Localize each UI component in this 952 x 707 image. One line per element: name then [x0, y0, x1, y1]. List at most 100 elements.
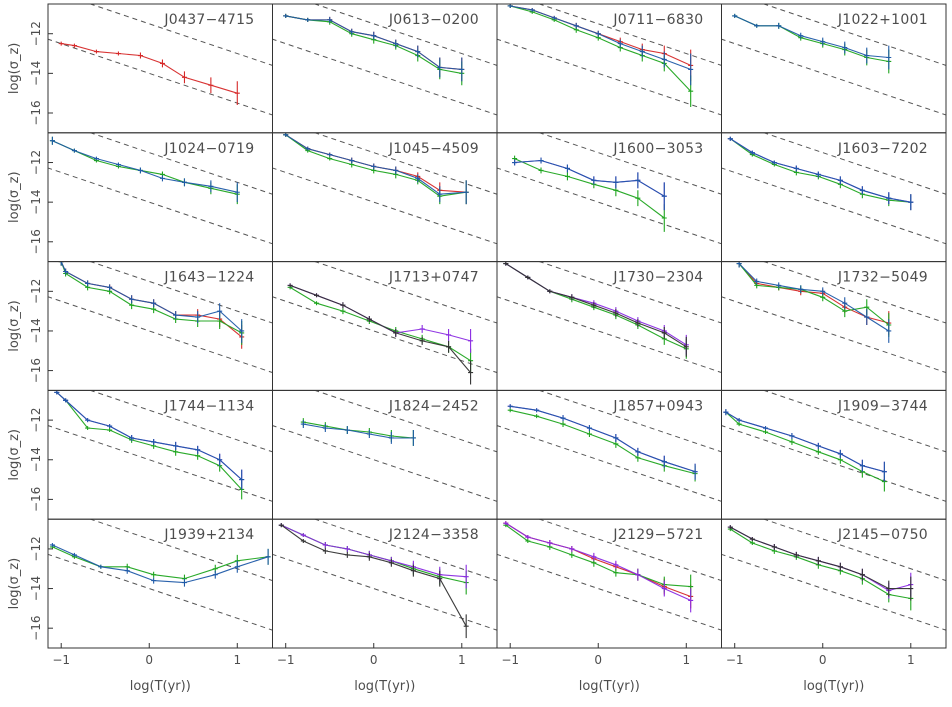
- panel-plot-area: [497, 132, 722, 245]
- panel-title: J2145−0750: [837, 527, 928, 543]
- reference-line-1: [88, 519, 273, 582]
- reference-line-1: [537, 519, 722, 582]
- x-axis-label: log(T(yr)): [803, 679, 864, 694]
- panel-plot-area: [497, 261, 722, 374]
- reference-line-1: [762, 261, 946, 324]
- series-line-green: [289, 286, 471, 362]
- series-line-blue: [725, 411, 885, 473]
- x-tick-label: 0: [819, 653, 827, 667]
- reference-line-2: [272, 38, 497, 116]
- panel-title: J1732−5049: [837, 270, 928, 286]
- reference-line-2: [721, 167, 946, 245]
- reference-line-1: [313, 519, 497, 582]
- panel-title: J0613−0200: [388, 12, 479, 28]
- x-tick-label: 1: [458, 653, 466, 667]
- y-tick-label: −12: [29, 150, 43, 175]
- panel-J1744−1134: J1744−1134 −12 −14 −16 log(σ_z): [7, 389, 273, 520]
- x-tick-label: 1: [233, 653, 241, 667]
- y-tick-label: −14: [29, 189, 43, 214]
- reference-line-2: [721, 38, 946, 116]
- series-line-blue: [56, 391, 243, 481]
- x-tick-label: −1: [501, 653, 519, 667]
- reference-line-2: [497, 38, 722, 116]
- x-axis-label: log(T(yr)): [130, 679, 191, 694]
- reference-line-1: [313, 4, 497, 66]
- y-tick-label: −14: [29, 318, 43, 343]
- panel-J1713+0747: J1713+0747: [272, 261, 498, 391]
- reference-line-1: [762, 4, 946, 66]
- panel-J1603−7202: J1603−7202: [721, 132, 947, 263]
- series-line-green: [303, 421, 414, 439]
- reference-line-1: [537, 4, 722, 66]
- reference-line-1: [537, 261, 722, 324]
- panel-J0613−0200: J0613−0200: [272, 3, 498, 134]
- panel-J1909−3744: J1909−3744: [721, 389, 947, 520]
- reference-line-1: [537, 390, 722, 453]
- panel-title: J0711−6830: [612, 12, 703, 28]
- reference-line-2: [497, 553, 722, 631]
- panel-title: J1603−7202: [837, 141, 928, 157]
- series-line-blue: [60, 261, 243, 332]
- y-tick-label: −12: [29, 21, 43, 46]
- panel-plot-area: [721, 261, 946, 374]
- panel-plot-area: [721, 390, 946, 502]
- panel-plot-area: [48, 4, 273, 116]
- series-line-red: [738, 263, 889, 324]
- y-tick-label: −16: [29, 358, 43, 383]
- panel-J1857+0943: J1857+0943: [496, 389, 722, 520]
- reference-line-2: [272, 553, 497, 631]
- reference-line-2: [48, 167, 273, 245]
- y-tick-label: −12: [29, 279, 43, 304]
- series-line-blue: [734, 15, 889, 59]
- reference-line-2: [272, 425, 497, 502]
- panel-J1600−3053: J1600−3053: [496, 132, 722, 263]
- series-line-blue: [510, 405, 696, 473]
- x-axis-label: log(T(yr)): [579, 679, 640, 694]
- y-tick-label: −14: [29, 447, 43, 472]
- panel-title: J0437−4715: [163, 12, 254, 28]
- panel-J2124−3358: J2124−3358 −1 0 1 log(T(yr)): [272, 518, 498, 694]
- series-line-green: [56, 391, 243, 490]
- panel-J2145−0750: J2145−0750 −1 0 1 log(T(yr)): [721, 518, 947, 694]
- y-axis-label: log(σ_z): [7, 300, 22, 352]
- panel-plot-area: [48, 519, 273, 631]
- x-tick-label: 0: [145, 653, 153, 667]
- panel-title: J1857+0943: [612, 398, 703, 414]
- panel-title: J2129−5721: [612, 527, 703, 543]
- series-line-blue: [52, 544, 269, 584]
- y-tick-label: −12: [29, 407, 43, 432]
- reference-line-1: [313, 261, 497, 324]
- x-tick-label: −1: [726, 653, 744, 667]
- panel-J1045−4509: J1045−4509: [272, 132, 498, 263]
- y-tick-label: −16: [29, 100, 43, 125]
- reference-line-1: [88, 132, 273, 195]
- reference-line-1: [88, 261, 273, 324]
- panel-J0437−4715: J0437−4715 −12 −14 −16 log(σ_z): [7, 3, 273, 134]
- panel-J1022+1001: J1022+1001: [721, 3, 947, 134]
- series-line-blue: [514, 159, 665, 197]
- series-line-purple: [289, 284, 471, 342]
- panel-plot-area: [272, 519, 497, 639]
- reference-line-1: [537, 132, 722, 195]
- y-tick-label: −14: [29, 576, 43, 601]
- x-tick-label: 0: [370, 653, 378, 667]
- reference-line-1: [762, 519, 946, 582]
- panel-J2129−5721: J2129−5721 −1 0 1 log(T(yr)): [496, 518, 722, 694]
- x-tick-label: 1: [907, 653, 915, 667]
- panel-plot-area: [48, 390, 273, 502]
- y-axis-label: log(σ_z): [7, 429, 22, 481]
- y-tick-label: −16: [29, 229, 43, 254]
- series-line-purple: [725, 411, 885, 473]
- reference-line-1: [313, 132, 497, 195]
- reference-line-2: [272, 167, 497, 245]
- panel-plot-area: [48, 132, 273, 245]
- panel-J1732−5049: J1732−5049: [721, 261, 947, 391]
- panel-title: J1824−2452: [388, 398, 479, 414]
- panel-title: J1022+1001: [837, 12, 928, 28]
- series-line-blue: [738, 263, 890, 332]
- x-tick-label: −1: [277, 653, 295, 667]
- panel-title: J1600−3053: [612, 141, 703, 157]
- panel-frame: [721, 518, 947, 649]
- panel-plot-area: [721, 132, 946, 245]
- reference-line-2: [48, 38, 273, 116]
